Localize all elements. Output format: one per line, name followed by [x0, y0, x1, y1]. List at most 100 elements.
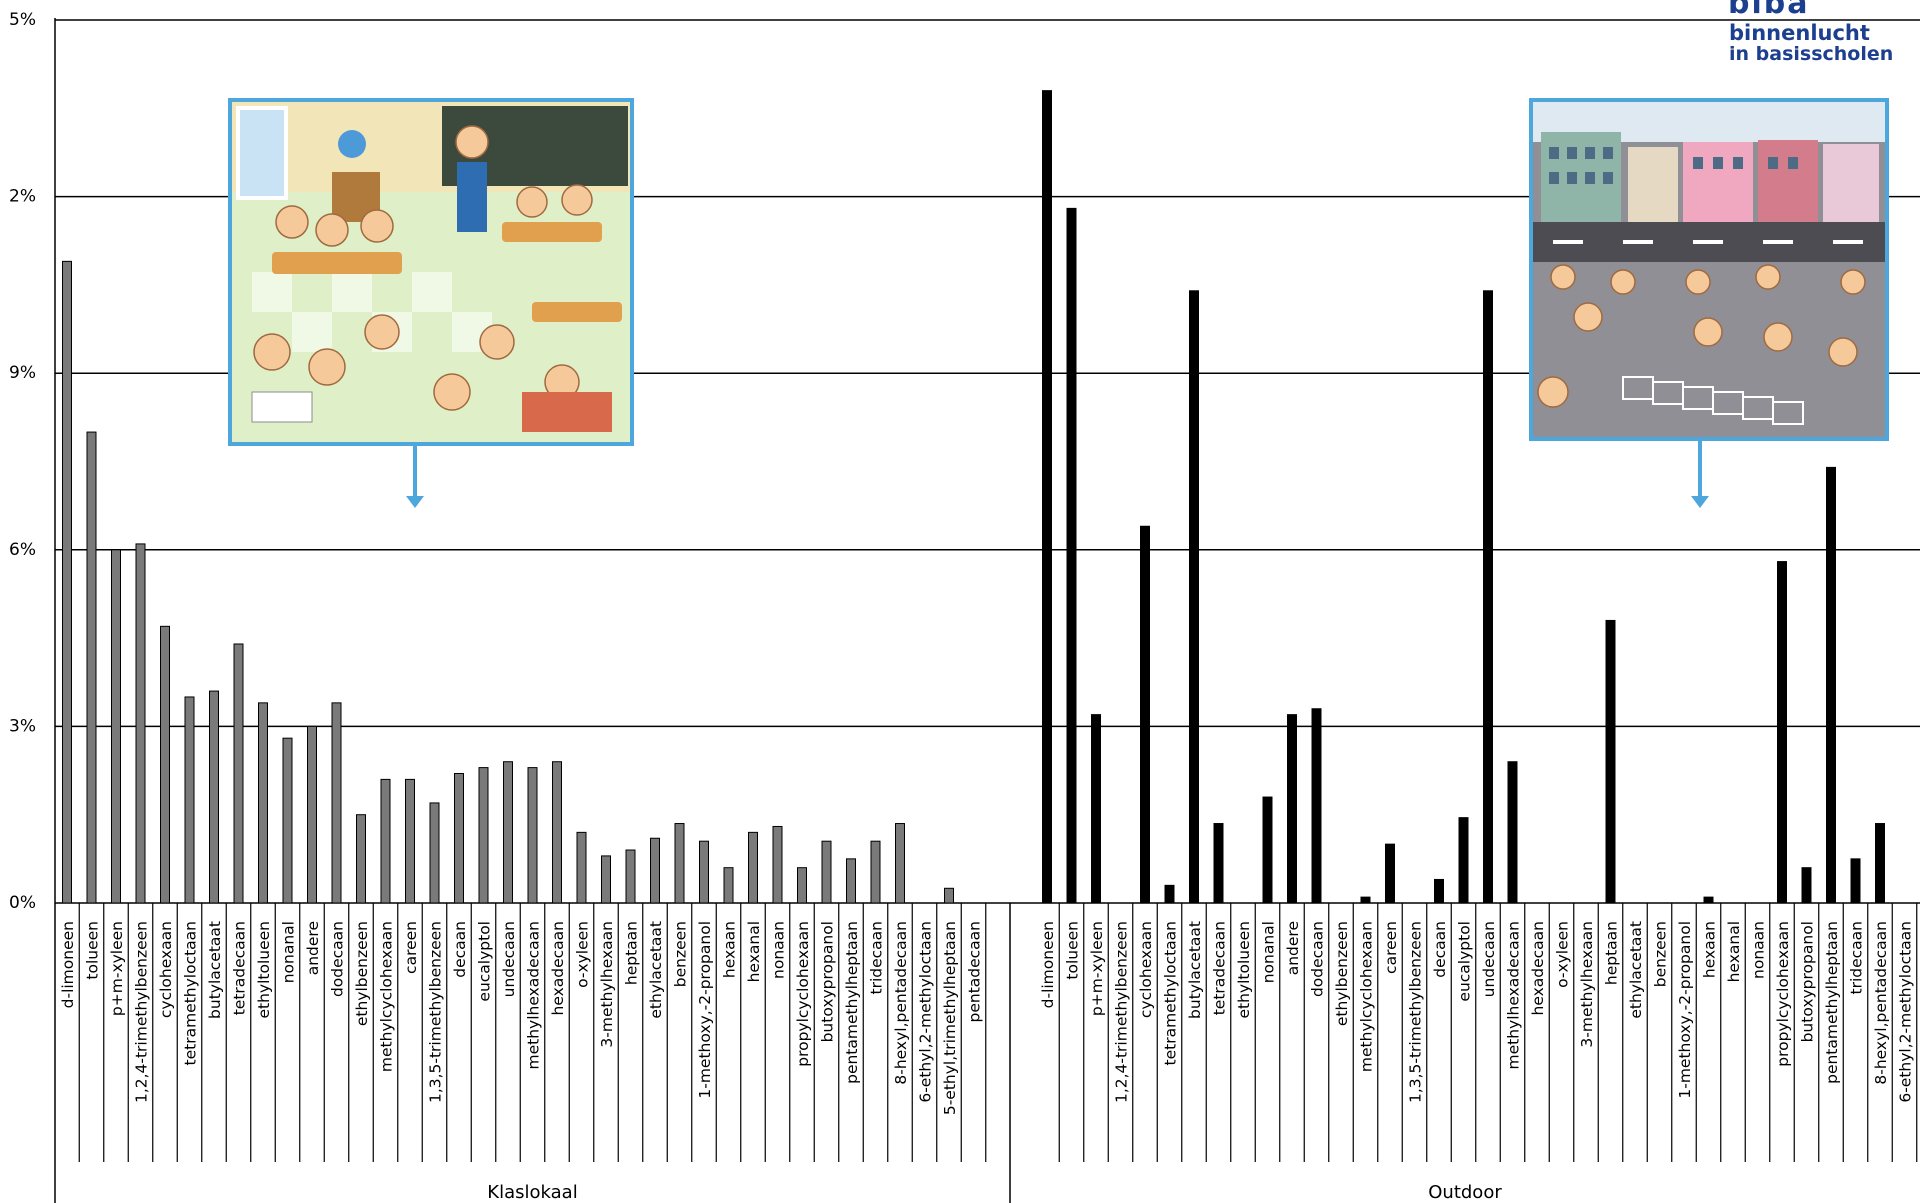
bar	[1826, 466, 1836, 904]
x-tick-label: 3-methylhexaan	[598, 921, 616, 1048]
y-tick-label: 0%	[9, 893, 36, 913]
schoolyard-illustration	[1529, 98, 1889, 441]
x-tick-label: 5-ethyl,trimethylheptaan	[941, 921, 959, 1115]
bar	[1434, 878, 1444, 904]
x-tick-label: andere	[304, 921, 322, 975]
x-tick-label: butoxypropanol	[819, 921, 837, 1042]
x-tick-label: heptaan	[623, 921, 641, 985]
bar	[282, 737, 293, 904]
logo-line-1: binnenlucht	[1729, 21, 1870, 45]
bar	[1213, 823, 1224, 904]
x-tick-label: eucalyptol	[476, 921, 494, 1002]
x-tick-label: hexadecaan	[549, 921, 567, 1015]
x-tick-label: 6-ethyl,2-methyloctaan	[1897, 921, 1915, 1103]
bar	[821, 840, 832, 904]
x-tick-label: tolueen	[1064, 921, 1082, 980]
x-tick-label: methylhexadecaan	[1505, 921, 1523, 1070]
bar	[1287, 714, 1297, 904]
x-tick-label: nonanal	[1260, 921, 1278, 983]
x-tick-label: butylacetaat	[206, 921, 224, 1019]
x-tick-label: ethyltolueen	[1235, 921, 1253, 1019]
bar	[1385, 843, 1395, 904]
x-tick-label: decaan	[1431, 921, 1449, 978]
x-tick-label: butylacetaat	[1186, 921, 1204, 1019]
group-label: Klaslokaal	[487, 1182, 577, 1203]
x-tick-label: andere	[1284, 921, 1302, 975]
x-tick-label: cyclohexaan	[1137, 921, 1155, 1018]
x-tick-label: tetramethyloctaan	[182, 921, 200, 1065]
bar	[552, 761, 562, 904]
x-tick-label: undecaan	[500, 921, 518, 997]
bar	[356, 814, 366, 904]
y-tick-label: 3%	[9, 716, 36, 736]
x-tick-label: p+m-xyleen	[1088, 921, 1106, 1016]
bar	[674, 823, 685, 904]
bar	[307, 725, 317, 904]
bar	[1777, 561, 1787, 904]
x-tick-label: benzeen	[1652, 921, 1670, 987]
bar	[576, 831, 587, 904]
y-tick-label: 9%	[9, 363, 36, 383]
x-tick-label: tridecaan	[1848, 921, 1866, 994]
bars	[62, 90, 1885, 904]
bar	[1140, 525, 1150, 904]
x-tick-label: tetradecaan	[231, 921, 249, 1015]
bar	[625, 849, 636, 904]
arrow-classroom	[406, 446, 424, 508]
bar	[454, 772, 464, 904]
x-tick-label: d-limoneen	[59, 921, 77, 1008]
bar	[870, 840, 881, 904]
bar	[209, 690, 219, 904]
bar	[723, 867, 734, 904]
x-tick-label: cyclohexaan	[157, 921, 175, 1018]
x-tick-label: ethyltolueen	[255, 921, 273, 1019]
bar	[846, 858, 856, 904]
bar	[429, 802, 440, 904]
x-tick-label: 8-hexyl,pentadecaan	[1872, 921, 1890, 1085]
x-tick-label: hexaan	[721, 921, 739, 978]
x-tick-label: hexanal	[745, 921, 763, 982]
bar	[62, 260, 72, 904]
bar	[797, 867, 807, 904]
bar	[895, 823, 905, 904]
x-tick-label: pentadecaan	[966, 921, 984, 1023]
x-tick-label: p+m-xyleen	[108, 921, 126, 1016]
bar	[233, 643, 244, 904]
bar	[184, 696, 195, 904]
bar	[258, 702, 268, 904]
bar	[160, 625, 170, 904]
x-tick-label: propylcyclohexaan	[794, 921, 812, 1067]
x-tick-label: o-xyleen	[574, 921, 592, 988]
group-axis: Klaslokaal Outdoor	[78, 903, 1918, 1203]
bar	[944, 887, 954, 904]
bar	[1091, 714, 1101, 904]
bar	[1066, 207, 1077, 904]
x-tick-label: hexanal	[1725, 921, 1743, 982]
bar	[478, 767, 489, 904]
x-tick-label: propylcyclohexaan	[1774, 921, 1792, 1067]
x-tick-label: ethylbenzeen	[1333, 921, 1351, 1026]
x-tick-label: hexaan	[1701, 921, 1719, 978]
x-tick-label: nonanal	[280, 921, 298, 983]
x-tick-label: pentamethylheptaan	[843, 921, 861, 1084]
x-tick-label: hexadecaan	[1529, 921, 1547, 1015]
bar	[1703, 896, 1714, 904]
bar	[380, 778, 391, 904]
x-tick-labels: d-limoneen tolueen p+m-xyleen 1,2,4-trimeth…	[59, 921, 1915, 1115]
bar	[1507, 761, 1518, 904]
bar	[699, 840, 709, 904]
x-tick-label: dodecaan	[329, 921, 347, 997]
x-tick-label: tetramethyloctaan	[1162, 921, 1180, 1065]
arrow-outdoor	[1691, 441, 1709, 508]
x-tick-label: 1,2,4-trimethylbenzeen	[1113, 921, 1131, 1103]
bar	[1458, 817, 1469, 904]
bar	[1801, 867, 1812, 904]
x-tick-label: careen	[402, 921, 420, 974]
y-tick-label: 2%	[9, 187, 36, 207]
bar	[1042, 90, 1052, 904]
bar	[1605, 619, 1616, 904]
bar	[1164, 884, 1175, 904]
bar	[1189, 290, 1199, 904]
x-tick-label: methylcyclohexaan	[378, 921, 396, 1072]
